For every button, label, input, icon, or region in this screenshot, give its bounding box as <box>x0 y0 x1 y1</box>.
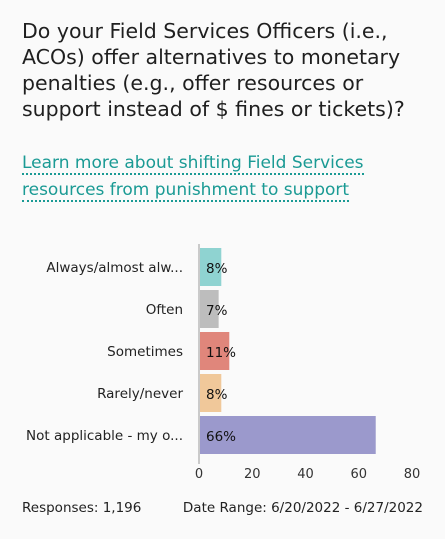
x-tick-label: 0 <box>195 467 203 482</box>
x-tick-label: 60 <box>350 467 367 482</box>
bar-value-label: 8% <box>206 261 228 277</box>
category-label: Rarely/never <box>97 386 183 402</box>
bar <box>200 416 376 454</box>
category-label: Not applicable - my o... <box>26 428 183 444</box>
bar <box>200 332 230 370</box>
question-title: Do your Field Services Officers (i.e., A… <box>22 19 405 121</box>
date-range: Date Range: 6/20/2022 - 6/27/2022 <box>182 500 423 516</box>
bar-chart: Always/almost alw... 8% Often 7% Sometimes 11… <box>26 244 421 482</box>
responses-count: Responses: 1,196 <box>22 500 142 516</box>
bar-value-label: 66% <box>206 429 236 445</box>
bar-value-label: 8% <box>206 387 228 403</box>
category-label: Always/almost alw... <box>46 260 183 276</box>
bar <box>200 248 222 286</box>
category-label: Sometimes <box>107 344 183 360</box>
x-tick-label: 80 <box>404 467 421 482</box>
bar <box>200 374 222 412</box>
category-label: Often <box>146 302 183 318</box>
bar-value-label: 11% <box>206 345 236 361</box>
learn-more-link[interactable]: Learn more about shifting Field Services… <box>22 150 422 204</box>
bar-value-label: 7% <box>206 303 228 319</box>
x-tick-label: 20 <box>244 467 261 482</box>
bar <box>200 290 219 328</box>
x-tick-label: 40 <box>297 467 314 482</box>
learn-more-link-text: Learn more about shifting Field Services… <box>22 153 364 202</box>
